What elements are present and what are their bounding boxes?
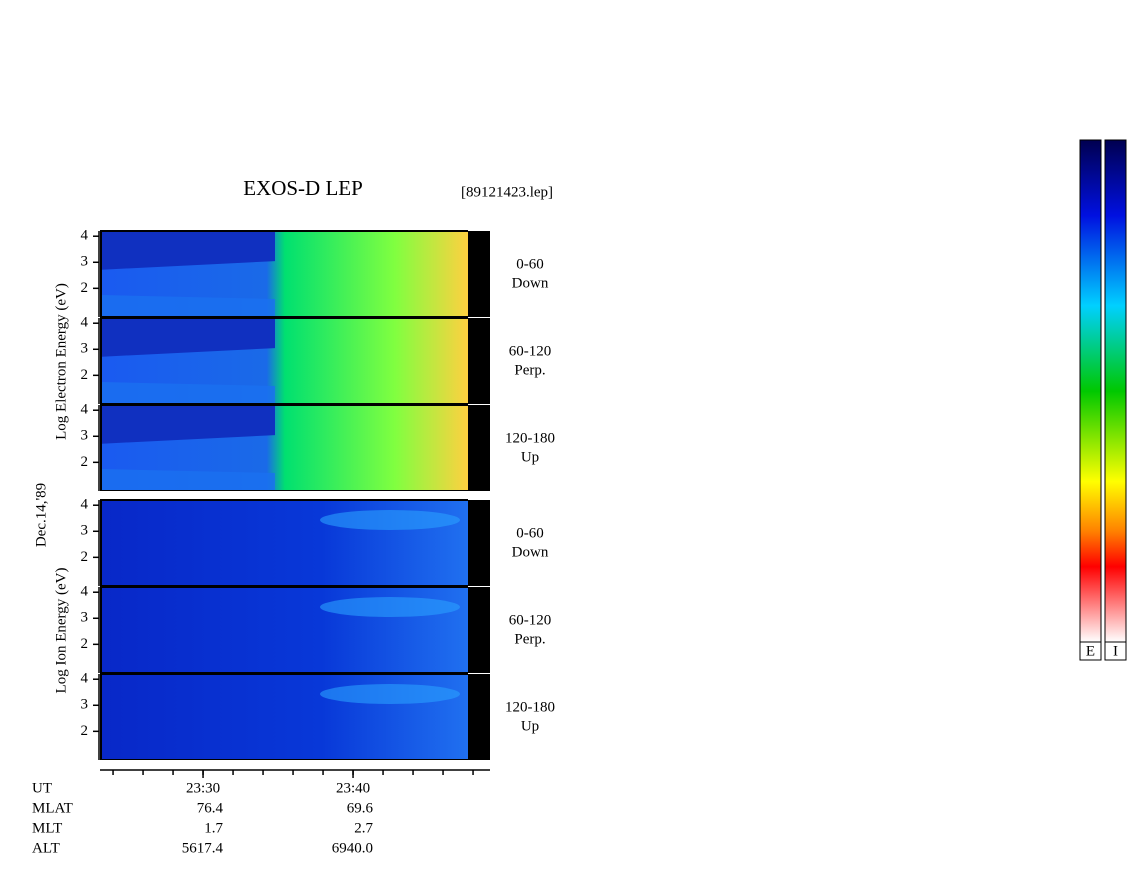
y-tick-label: 2: [81, 280, 89, 296]
y-tick-label: 4: [81, 402, 89, 418]
direction-label: Down: [512, 275, 549, 291]
angle-label: 60-120: [509, 612, 552, 628]
angle-label: 60-120: [509, 343, 552, 359]
orbit-value: 5617.4: [182, 840, 224, 856]
orbit-label: UT: [32, 780, 52, 796]
y-tick-label: 3: [81, 610, 89, 626]
spectrogram-bottom: [102, 295, 275, 316]
direction-label: Up: [521, 449, 539, 465]
colorbar: [1079, 139, 1102, 643]
orbit-value: 69.6: [347, 800, 374, 816]
y-axis-label: Log Ion Energy (eV): [53, 568, 69, 694]
file-name: [89121423.lep]: [461, 184, 553, 200]
y-tick-label: 4: [81, 315, 89, 331]
y-tick-label: 4: [81, 671, 89, 687]
spectrogram-bottom: [102, 382, 275, 403]
date-label: Dec.14,'89: [33, 483, 49, 547]
y-tick-label: 2: [81, 367, 89, 383]
direction-label: Up: [521, 718, 539, 734]
x-tick-label: 23:40: [336, 780, 370, 796]
spectrogram-low-flux: [102, 232, 275, 270]
orbit-value: 1.7: [204, 820, 223, 836]
spectrogram-flux: [320, 597, 460, 617]
x-tick-label: 23:30: [186, 780, 220, 796]
colorbar: [1104, 139, 1127, 643]
colorbar-label-box: [1104, 641, 1127, 661]
y-tick-label: 4: [81, 228, 89, 244]
orbit-value: 2.7: [354, 820, 373, 836]
y-tick-label: 3: [81, 428, 89, 444]
y-tick-label: 3: [81, 697, 89, 713]
direction-label: Perp.: [514, 362, 545, 378]
y-tick-label: 2: [81, 636, 89, 652]
angle-label: 0-60: [516, 525, 544, 541]
y-tick-label: 4: [81, 584, 89, 600]
direction-label: Perp.: [514, 631, 545, 647]
spectrogram-flux: [320, 510, 460, 530]
y-tick-label: 3: [81, 523, 89, 539]
spectrogram-bottom: [102, 469, 275, 490]
orbit-value: 76.4: [197, 800, 224, 816]
angle-label: 120-180: [505, 699, 555, 715]
colorbar-label: I: [1113, 643, 1118, 659]
orbit-label: ALT: [32, 840, 60, 856]
y-tick-label: 3: [81, 341, 89, 357]
angle-label: 0-60: [516, 256, 544, 272]
y-tick-label: 3: [81, 254, 89, 270]
colorbar-label-box: [1079, 641, 1102, 661]
spectrogram-low-flux: [102, 319, 275, 357]
y-tick-label: 2: [81, 454, 89, 470]
orbit-value: 6940.0: [332, 840, 373, 856]
orbit-label: MLT: [32, 820, 62, 836]
y-tick-label: 2: [81, 723, 89, 739]
y-axis-label: Log Electron Energy (eV): [53, 283, 69, 440]
orbit-label: MLAT: [32, 800, 73, 816]
spectrogram-flux: [320, 684, 460, 704]
y-tick-label: 4: [81, 497, 89, 513]
title: EXOS-D LEP: [243, 176, 363, 200]
spectrogram-low-flux: [102, 406, 275, 444]
colorbar-label: E: [1086, 643, 1095, 659]
direction-label: Down: [512, 544, 549, 560]
angle-label: 120-180: [505, 430, 555, 446]
y-tick-label: 2: [81, 549, 89, 565]
